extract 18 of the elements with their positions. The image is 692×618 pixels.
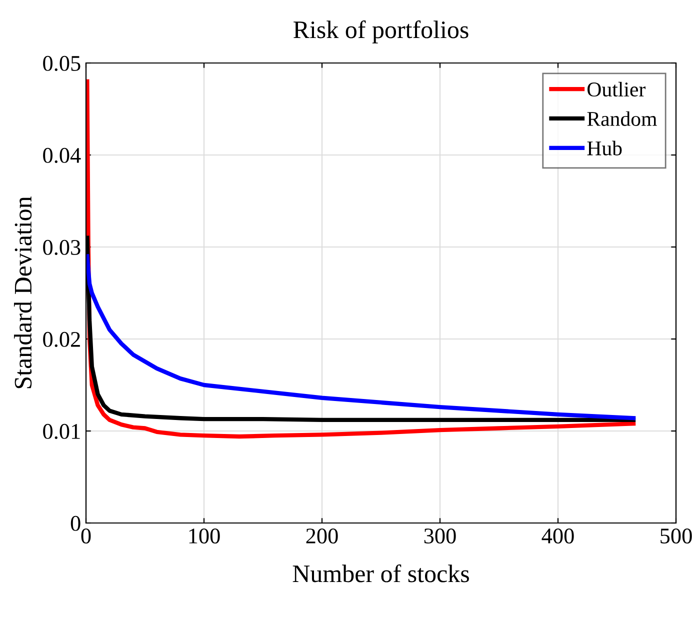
x-tick-label: 0 xyxy=(81,528,91,544)
y-tick-label: 0.05 xyxy=(43,56,80,72)
legend-label: Outlier xyxy=(588,82,646,97)
y-tick-label: 0.01 xyxy=(43,424,80,440)
x-tick-label: 400 xyxy=(542,528,574,544)
y-tick-label: 0.02 xyxy=(43,332,80,348)
legend-label: Random xyxy=(587,111,657,126)
x-axis-title: Number of stocks xyxy=(292,564,469,582)
x-tick-label: 100 xyxy=(189,528,220,544)
x-tick-label: 200 xyxy=(306,528,338,544)
y-axis-title: Standard Deviation xyxy=(14,196,32,388)
y-tick-label: 0.03 xyxy=(43,240,80,256)
y-tick-label: 0.04 xyxy=(43,148,81,164)
y-tick-label: 0 xyxy=(70,516,80,531)
x-tick-label: 300 xyxy=(424,528,456,544)
x-tick-label: 500 xyxy=(660,528,692,544)
legend-label: Hub xyxy=(587,140,622,156)
chart-title: Risk of portfolios xyxy=(294,20,468,44)
